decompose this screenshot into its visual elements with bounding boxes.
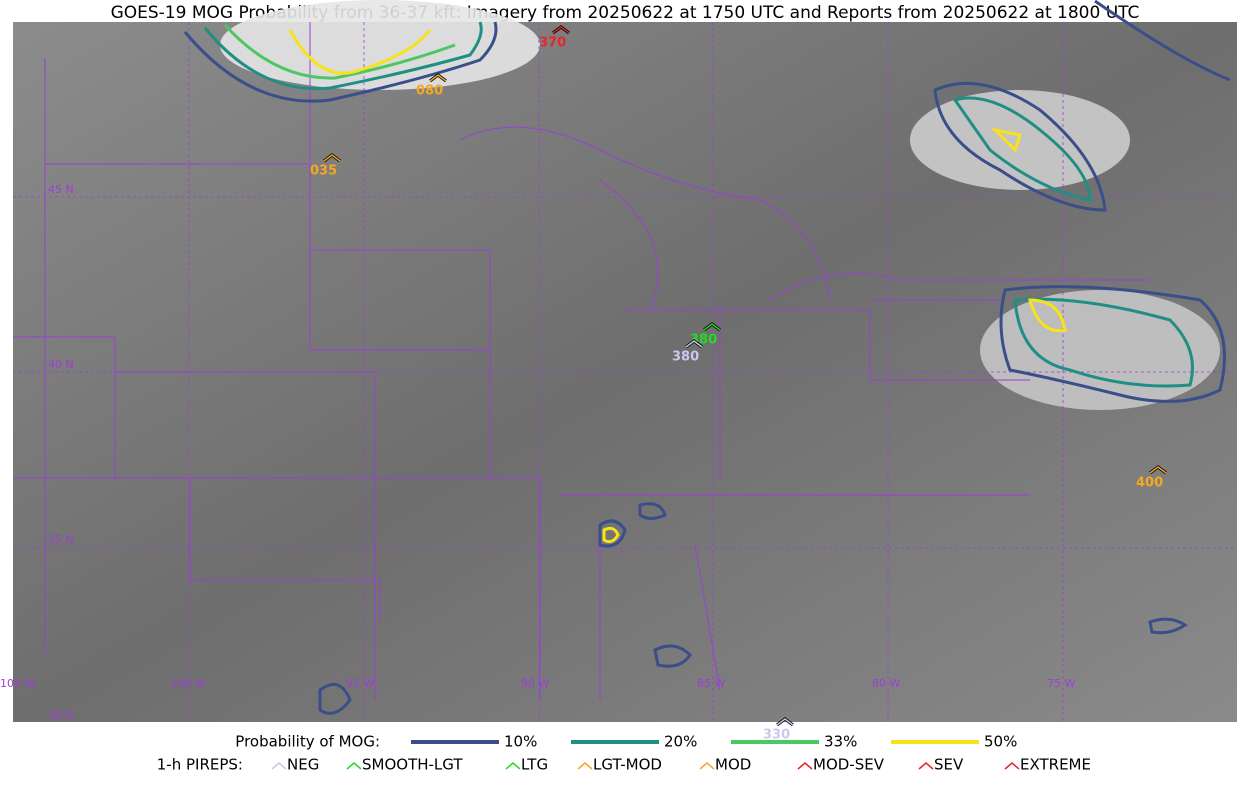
grid-label: 30 N: [48, 709, 74, 722]
legend-label: LTG: [521, 756, 548, 774]
grid-label: 45 N: [48, 183, 74, 196]
legend-label: 50%: [984, 733, 1017, 751]
pirep-symbol: [703, 323, 721, 331]
pirep-symbol: [552, 26, 570, 34]
pirep-symbol: [776, 718, 794, 726]
legend-label: MOD-SEV: [813, 756, 885, 774]
legend-symbol: [346, 762, 362, 770]
grid-label: 35 N: [48, 533, 74, 546]
legend-label: NEG: [287, 756, 319, 774]
grid-label: 105 W: [0, 677, 35, 690]
grid-label: 80 W: [872, 677, 900, 690]
cloud: [910, 90, 1130, 190]
legend-title: Probability of MOG:: [235, 733, 380, 751]
legend-label: 33%: [824, 733, 857, 751]
legend-label: SEV: [934, 756, 964, 774]
map: 45 N 40 N 35 N 30 N 105 W 100 W 95 W 90 W 85 W 80…: [0, 0, 1237, 743]
grid-labels: 45 N 40 N 35 N 30 N 105 W 100 W 95 W 90 W 85 W 80…: [0, 183, 1075, 722]
pirep-altitude: 400: [1136, 476, 1163, 491]
pirep-altitude: 380: [672, 350, 699, 365]
grid-label: 95 W: [346, 677, 374, 690]
legend-label: EXTREME: [1020, 756, 1091, 774]
pirep-altitude: 370: [539, 36, 566, 51]
legend-label: 20%: [664, 733, 697, 751]
legend: Probability of MOG: 10% 20% 33% 50% 1-h PIREP…: [157, 733, 1091, 774]
legend-label: MOD: [715, 756, 751, 774]
probability-contours: [183, 0, 1231, 715]
pirep-altitude: 080: [416, 84, 443, 99]
legend-symbol: [797, 762, 813, 770]
grid-label: 90 W: [521, 677, 549, 690]
legend-symbol: [505, 762, 521, 770]
grid-label: 85 W: [697, 677, 725, 690]
legend-symbol: [699, 762, 715, 770]
pirep-symbol: [1149, 466, 1167, 474]
grid-label: 40 N: [48, 358, 74, 371]
grid-label: 75 W: [1047, 677, 1075, 690]
legend-label: SMOOTH-LGT: [362, 756, 463, 774]
pirep-altitude: 035: [310, 164, 337, 179]
pirep-altitude: 330: [763, 728, 790, 743]
legend-label: 10%: [504, 733, 537, 751]
grid-label: 100 W: [170, 677, 205, 690]
lat-lon-grid: [13, 22, 1237, 722]
legend-symbol: [577, 762, 593, 770]
legend-symbol: [1004, 762, 1020, 770]
pirep-symbol: [429, 74, 447, 82]
legend-symbol: [918, 762, 934, 770]
pirep-symbol: [685, 340, 703, 348]
legend-symbol: [271, 762, 287, 770]
legend-title: 1-h PIREPS:: [157, 756, 243, 774]
pirep-symbol: [323, 154, 341, 162]
legend-label: LGT-MOD: [593, 756, 662, 774]
